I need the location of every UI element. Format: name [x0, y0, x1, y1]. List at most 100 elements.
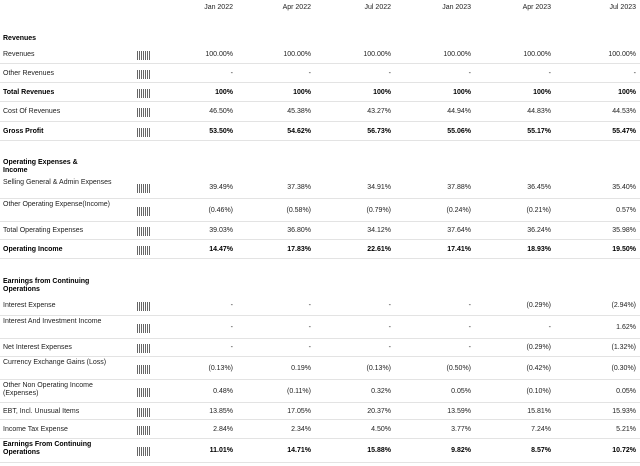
- value-cell: 14.71%: [287, 447, 311, 454]
- value-cell: -: [230, 323, 233, 331]
- sparkline: [137, 69, 150, 79]
- table-row: Total Revenues 100% 100% 100% 100% 100% 100%: [0, 83, 640, 102]
- value-cell: 100%: [373, 88, 391, 96]
- value-cell: 55.17%: [527, 127, 551, 135]
- value-cell: 22.61%: [367, 245, 391, 253]
- value-cell: 43.27%: [367, 108, 391, 115]
- sparkline-icon: [137, 50, 151, 60]
- value-cell: 1.62%: [616, 323, 636, 331]
- table-row: Interest And Investment Income - - - - - 1.62%: [0, 316, 640, 339]
- value-cell: 7.24%: [531, 425, 551, 433]
- row-label: Cost Of Revenues: [3, 108, 61, 115]
- value-cell: 20.37%: [367, 407, 391, 415]
- sparkline-icon: [137, 364, 151, 374]
- table-row: Total Operating Expenses 39.03% 36.80% 34.1…: [0, 222, 640, 240]
- column-header: Jan 2022: [204, 4, 233, 11]
- table-row: Earnings From Continuing Operations 11.01…: [0, 439, 640, 463]
- section-title: Operating Expenses & Income: [3, 159, 78, 174]
- value-cell: 36.45%: [527, 184, 551, 191]
- row-label: Interest And Investment Income: [3, 318, 102, 325]
- row-label: Earnings From Continuing Operations: [3, 441, 92, 456]
- sparkline-icon: [137, 107, 151, 117]
- value-cell: 13.85%: [209, 407, 233, 415]
- value-cell: (0.24%): [446, 206, 471, 214]
- value-cell: 36.24%: [527, 227, 551, 234]
- value-cell: 11.01%: [209, 447, 233, 454]
- row-label: Other Revenues: [3, 69, 54, 77]
- value-cell: (0.21%): [526, 206, 551, 214]
- value-cell: 10.72%: [612, 447, 636, 454]
- value-cell: -: [308, 302, 311, 309]
- row-label: Gross Profit: [3, 127, 44, 135]
- sparkline-icon: [137, 425, 151, 435]
- sparkline-icon: [137, 387, 151, 397]
- row-label: Total Revenues: [3, 88, 55, 96]
- value-cell: -: [308, 344, 311, 351]
- sparkline: [137, 88, 150, 98]
- value-cell: -: [388, 69, 391, 77]
- value-cell: 100.00%: [283, 50, 311, 58]
- sparkline-icon: [137, 226, 151, 236]
- row-label: Operating Income: [3, 245, 63, 253]
- value-cell: (0.50%): [446, 364, 471, 372]
- sparkline-icon: [137, 323, 151, 333]
- row-label: Selling General & Admin Expenses: [3, 179, 112, 186]
- sparkline-icon: [137, 88, 151, 98]
- table-row: EBT, Incl. Unusual Items 13.85% 17.05% 20.3…: [0, 403, 640, 420]
- value-cell: 55.47%: [612, 127, 636, 135]
- value-cell: 37.88%: [447, 184, 471, 191]
- sparkline: [137, 227, 150, 236]
- value-cell: -: [468, 323, 471, 331]
- row-label: Interest Expense: [3, 302, 56, 309]
- sparkline-icon: [137, 183, 151, 193]
- value-cell: -: [230, 344, 233, 351]
- value-cell: 3.77%: [451, 425, 471, 433]
- section-row: Revenues: [0, 28, 640, 45]
- sparkline-icon: [137, 301, 151, 311]
- value-cell: 39.03%: [209, 227, 233, 234]
- value-cell: (0.42%): [526, 364, 551, 372]
- table-row: Income Tax Expense 2.84% 2.34% 4.50% 3.77% 7.…: [0, 420, 640, 439]
- value-cell: 100%: [453, 88, 471, 96]
- value-cell: 54.62%: [287, 127, 311, 135]
- value-cell: 13.59%: [447, 407, 471, 415]
- value-cell: (0.79%): [366, 206, 391, 214]
- table-row: Other Revenues - - - - - -: [0, 64, 640, 83]
- sparkline: [137, 387, 150, 397]
- row-label: Income Tax Expense: [3, 425, 68, 433]
- value-cell: -: [230, 302, 233, 309]
- table-row: Revenues 100.00% 100.00% 100.00% 100.00% 100.…: [0, 45, 640, 64]
- value-cell: 17.83%: [287, 245, 311, 253]
- value-cell: -: [230, 69, 233, 77]
- sparkline-icon: [137, 69, 151, 79]
- value-cell: 37.64%: [447, 227, 471, 234]
- table-row: Other Non Operating Income (Expenses) 0.4…: [0, 380, 640, 403]
- value-cell: 15.88%: [367, 447, 391, 454]
- value-cell: -: [308, 323, 311, 331]
- value-cell: 34.91%: [367, 184, 391, 191]
- value-cell: 100.00%: [523, 50, 551, 58]
- value-cell: (0.10%): [526, 387, 551, 395]
- sparkline: [137, 323, 150, 333]
- table-row: Other Operating Expense(Income) (0.46%) (0…: [0, 199, 640, 222]
- value-cell: (1.32%): [611, 344, 636, 351]
- value-cell: -: [388, 344, 391, 351]
- sparkline: [137, 245, 150, 255]
- value-cell: (0.13%): [208, 364, 233, 372]
- value-cell: (0.13%): [366, 364, 391, 372]
- section-title: Revenues: [3, 35, 37, 42]
- table-row: Selling General & Admin Expenses 39.49% 37…: [0, 177, 640, 199]
- sparkline: [137, 108, 150, 117]
- value-cell: -: [468, 69, 471, 77]
- value-cell: 0.57%: [616, 206, 636, 214]
- value-cell: -: [633, 69, 636, 77]
- sparkline: [137, 407, 150, 417]
- section-row: Earnings from Continuing Operations: [0, 270, 640, 296]
- value-cell: 15.81%: [527, 407, 551, 415]
- value-cell: 0.19%: [291, 364, 311, 372]
- value-cell: 14.47%: [209, 245, 233, 253]
- section-row: Operating Expenses & Income: [0, 150, 640, 177]
- value-cell: 15.93%: [612, 407, 636, 415]
- value-cell: 2.34%: [291, 425, 311, 433]
- column-header: Jul 2022: [364, 4, 391, 11]
